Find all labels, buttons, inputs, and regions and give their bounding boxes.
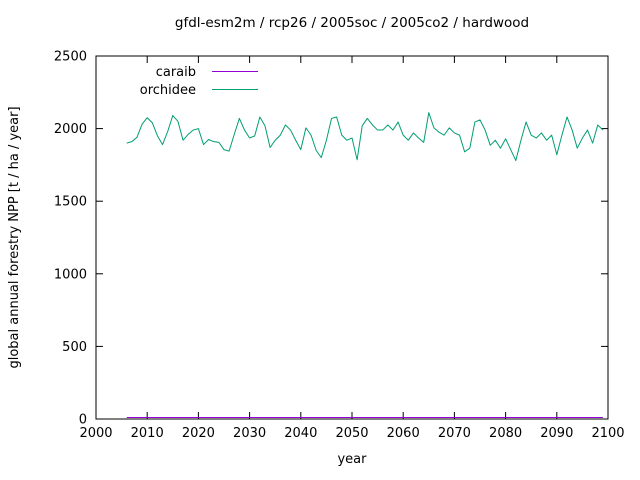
x-tick-label: 2090 [540, 426, 573, 441]
series-line-orchidee [126, 112, 604, 162]
x-axis-label: year [337, 452, 367, 467]
y-tick-label: 2500 [54, 50, 87, 65]
chart-title: gfdl-esm2m / rcp26 / 2005soc / 2005co2 /… [175, 15, 529, 31]
x-tick-label: 2080 [489, 426, 522, 441]
x-tick-label: 2060 [387, 426, 420, 441]
y-tick-label: 500 [62, 340, 87, 355]
y-tick-label: 2000 [54, 122, 87, 137]
x-tick-label: 2100 [591, 426, 624, 441]
x-tick-label: 2040 [284, 426, 317, 441]
x-tick-label: 2010 [131, 426, 164, 441]
x-tick-label: 2050 [335, 426, 368, 441]
data-series [126, 112, 604, 419]
y-tick-label: 1000 [54, 267, 87, 282]
plot-border [95, 55, 609, 420]
x-tick-label: 2070 [438, 426, 471, 441]
x-tick-label: 2020 [182, 426, 215, 441]
legend-label-orchidee: orchidee [140, 83, 196, 98]
axis-tick-labels: 2000 2010 2020 2030 2040 2050 2060 2070 2080 2090… [54, 50, 625, 442]
chart-legend: caraib orchidee [140, 65, 258, 98]
legend-label-caraib: caraib [156, 65, 196, 80]
y-axis-label: global annual forestry NPP [t / ha / yea… [7, 106, 22, 368]
y-tick-label: 1500 [54, 195, 87, 210]
x-tick-label: 2000 [79, 426, 112, 441]
axis-ticks [95, 55, 609, 420]
y-tick-label: 0 [79, 413, 87, 428]
x-tick-label: 2030 [233, 426, 266, 441]
